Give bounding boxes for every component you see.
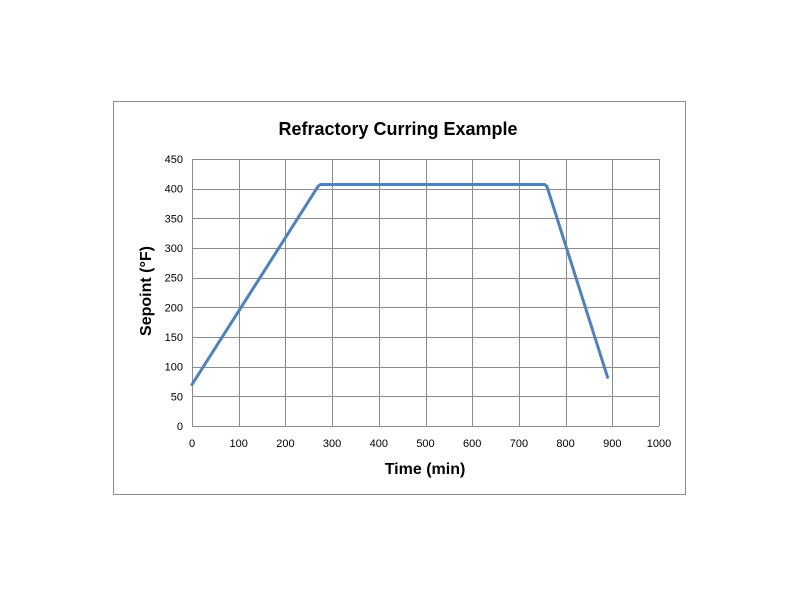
tick-labels: 0 50 100 150 200 250 300 350 400 450 0 100 200 300 400…: [165, 154, 672, 450]
y-tick-label: 300: [165, 243, 183, 255]
y-tick-label: 150: [165, 332, 183, 344]
x-tick-label: 800: [556, 438, 574, 450]
x-tick-label: 900: [603, 438, 621, 450]
x-tick-label: 700: [510, 438, 528, 450]
x-tick-label: 500: [416, 438, 434, 450]
y-tick-label: 450: [165, 154, 183, 166]
y-tick-label: 100: [165, 362, 183, 374]
x-tick-label: 300: [323, 438, 341, 450]
x-tick-label: 400: [370, 438, 388, 450]
chart-title: Refractory Curring Example: [278, 119, 517, 139]
y-tick-label: 350: [165, 213, 183, 225]
x-axis-label: Time (min): [385, 461, 466, 478]
x-tick-label: 600: [463, 438, 481, 450]
x-tick-label: 100: [230, 438, 248, 450]
y-tick-label: 50: [171, 391, 183, 403]
y-tick-label: 0: [177, 421, 183, 433]
y-axis-label: Sepoint (°F): [138, 246, 155, 336]
x-tick-label: 200: [276, 438, 294, 450]
chart-area: Refractory Curring Example 0 50 100 150 200 2…: [113, 101, 686, 495]
x-tick-label: 0: [189, 438, 195, 450]
y-tick-label: 250: [165, 273, 183, 285]
series-group: [190, 183, 610, 386]
line-chart: Refractory Curring Example 0 50 100 150 200 2…: [138, 119, 672, 478]
gridlines: [192, 159, 660, 427]
x-tick-label: 1000: [647, 438, 671, 450]
y-tick-label: 200: [165, 302, 183, 314]
y-tick-label: 400: [165, 184, 183, 196]
series-line: [190, 183, 610, 386]
